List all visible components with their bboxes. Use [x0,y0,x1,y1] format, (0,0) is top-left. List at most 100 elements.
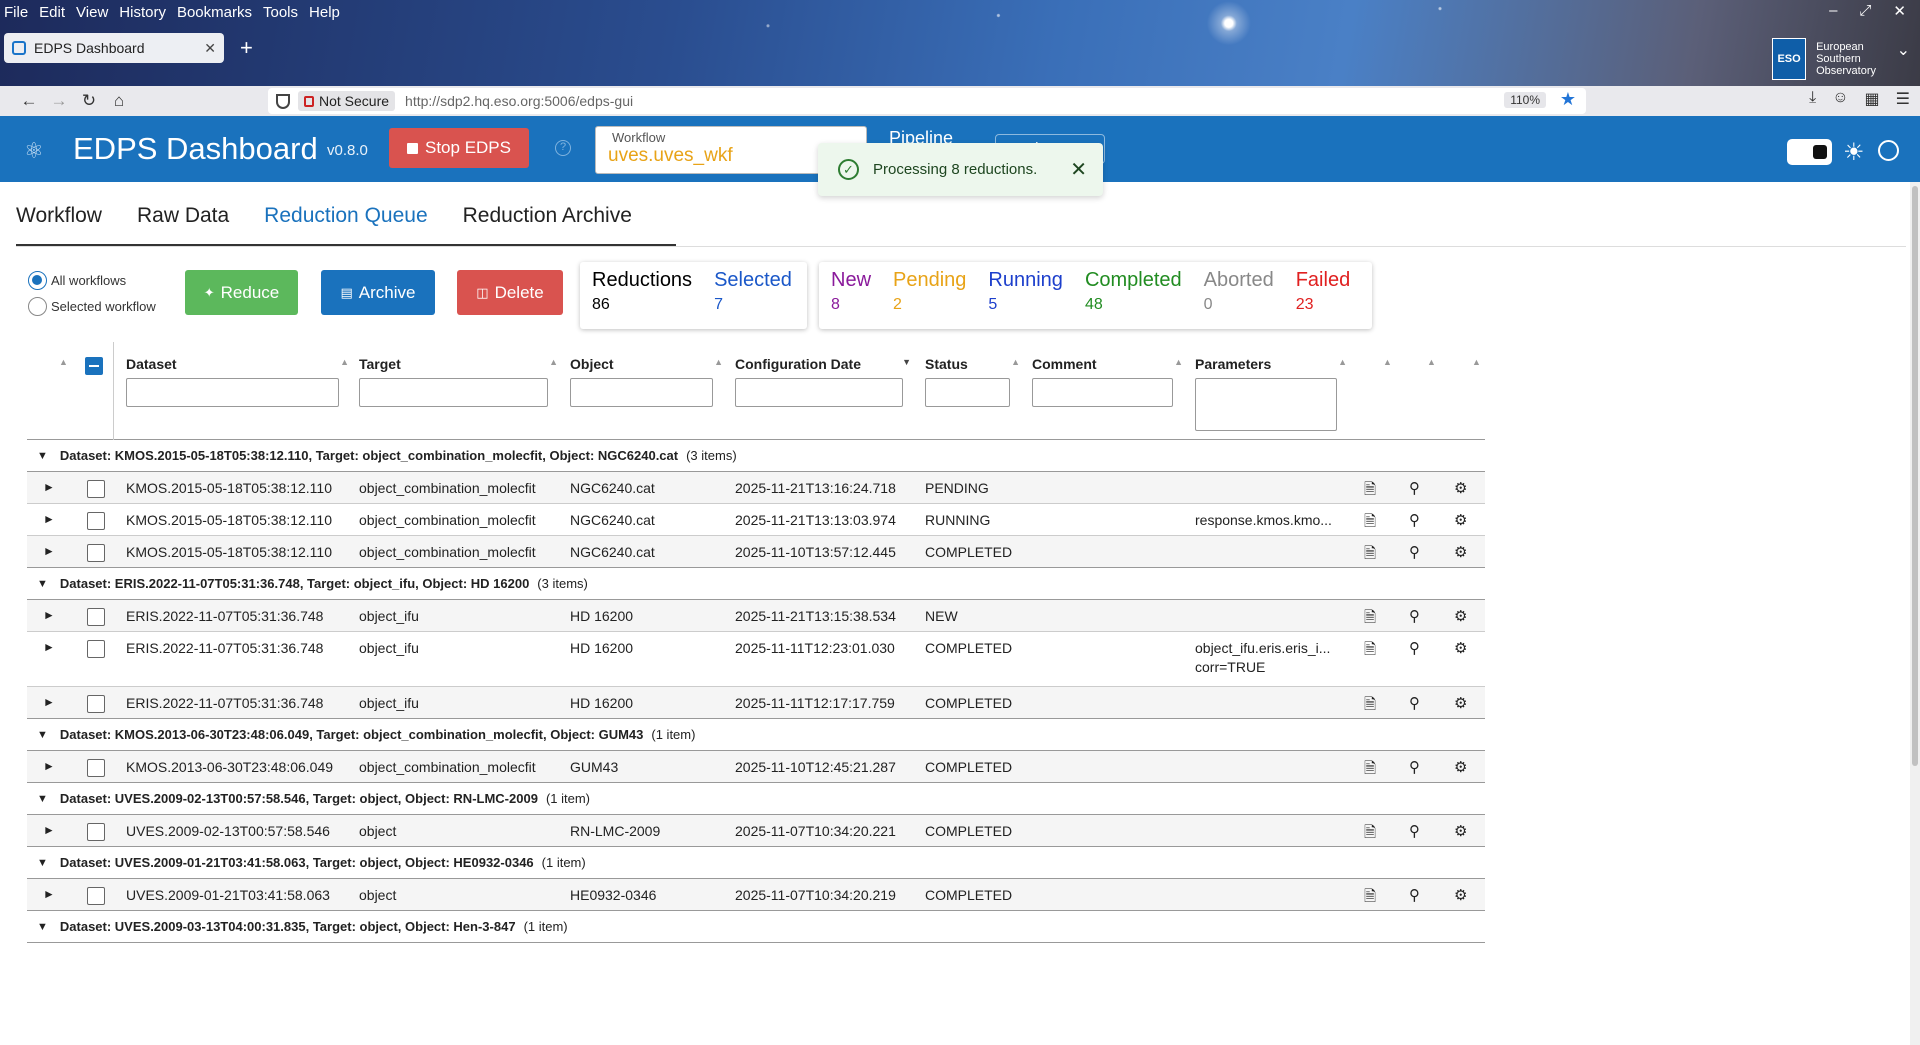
row-checkbox[interactable] [87,544,105,562]
expand-row-icon[interactable]: ► [43,695,55,709]
theme-toggle[interactable] [1787,139,1832,165]
table-row[interactable]: ► UVES.2009-02-13T00:57:58.546 object RN… [27,815,1485,847]
search-icon[interactable]: ⚲ [1409,512,1420,529]
extensions-icon[interactable]: ▦ [1864,91,1880,108]
expand-row-icon[interactable]: ► [43,640,55,654]
restore-icon[interactable]: ⤢ [1859,2,1872,19]
log-file-icon[interactable]: 🗎 [1364,824,1377,841]
table-row[interactable]: ► ERIS.2022-11-07T05:31:36.748 object_if… [27,632,1485,687]
sort-desc-icon[interactable]: ▼ [902,357,911,367]
group-header[interactable]: ▼ Dataset: UVES.2009-01-21T03:41:58.063,… [27,847,1485,879]
target-filter-input[interactable] [359,378,548,407]
sort-arrow-icon[interactable]: ▲ [59,357,68,367]
search-icon[interactable]: ⚲ [1409,480,1420,497]
col-parameters-title[interactable]: Parameters [1195,356,1272,372]
address-bar[interactable]: Not Secure http://sdp2.hq.eso.org:5006/e… [268,88,1586,114]
gear-icon[interactable]: ⚙ [1454,640,1468,657]
stat-failed[interactable]: Failed 23 [1296,269,1350,329]
row-checkbox[interactable] [87,759,105,777]
expand-row-icon[interactable]: ► [43,544,55,558]
menu-file[interactable]: File [4,3,29,21]
gear-icon[interactable]: ⚙ [1454,823,1468,840]
gear-icon[interactable]: ⚙ [1454,608,1468,625]
home-icon[interactable]: ⌂ [113,91,125,110]
table-row[interactable]: ► KMOS.2015-05-18T05:38:12.110 object_co… [27,536,1485,568]
group-header[interactable]: ▼ Dataset: UVES.2009-03-13T04:00:31.835,… [27,911,1485,943]
gear-icon[interactable]: ⚙ [1454,512,1468,529]
col-comment-title[interactable]: Comment [1032,356,1097,372]
scrollbar-thumb[interactable] [1912,186,1918,766]
menu-help[interactable]: Help [309,3,340,21]
group-header[interactable]: ▼ Dataset: ERIS.2022-11-07T05:31:36.748,… [27,568,1485,600]
hamburger-menu-icon[interactable]: ☰ [1895,91,1910,108]
group-header[interactable]: ▼ Dataset: KMOS.2013-06-30T23:48:06.049,… [27,719,1485,751]
log-file-icon[interactable]: 🗎 [1364,641,1377,658]
reload-icon[interactable]: ↻ [81,91,97,110]
table-row[interactable]: ► ERIS.2022-11-07T05:31:36.748 object_if… [27,687,1485,719]
gear-icon[interactable]: ⚙ [1454,887,1468,904]
forward-icon[interactable]: → [50,91,68,110]
log-file-icon[interactable]: 🗎 [1364,888,1377,905]
collapse-icon[interactable]: ▼ [37,449,48,462]
row-checkbox[interactable] [87,608,105,626]
reduce-button[interactable]: ✦ Reduce [185,270,298,315]
expand-row-icon[interactable]: ► [43,480,55,494]
menu-edit[interactable]: Edit [39,3,66,21]
sort-arrow-icon[interactable]: ▲ [1011,357,1020,367]
col-config-date-title[interactable]: Configuration Date [735,356,861,372]
sort-arrow-icon[interactable]: ▲ [549,357,558,367]
tab-raw-data[interactable]: Raw Data [136,204,230,227]
sort-arrow-icon[interactable]: ▲ [1383,357,1392,367]
collapse-icon[interactable]: ▼ [37,792,48,805]
collapse-icon[interactable]: ▼ [37,856,48,869]
parameters-filter-input[interactable] [1195,378,1337,431]
list-all-tabs-icon[interactable]: ⌄ [1896,42,1910,59]
expand-row-icon[interactable]: ► [43,823,55,837]
col-object-title[interactable]: Object [570,356,614,372]
download-icon[interactable]: ⤓ [1809,89,1817,106]
close-icon[interactable]: ✕ [1070,159,1087,181]
not-secure-badge[interactable]: Not Secure [298,91,396,111]
log-file-icon[interactable]: 🗎 [1364,481,1377,498]
log-file-icon[interactable]: 🗎 [1364,696,1377,713]
config-date-filter-input[interactable] [735,378,903,407]
group-header[interactable]: ▼ Dataset: KMOS.2015-05-18T05:38:12.110,… [27,440,1485,472]
table-row[interactable]: ► KMOS.2015-05-18T05:38:12.110 object_co… [27,504,1485,536]
radio-all-workflows[interactable]: All workflows [28,267,156,293]
log-file-icon[interactable]: 🗎 [1364,609,1377,626]
group-header[interactable]: ▼ Dataset: UVES.2009-02-13T00:57:58.546,… [27,783,1485,815]
gear-icon[interactable]: ⚙ [1454,544,1468,561]
expand-row-icon[interactable]: ► [43,608,55,622]
sort-arrow-icon[interactable]: ▲ [1338,357,1347,367]
expand-row-icon[interactable]: ► [43,512,55,526]
row-checkbox[interactable] [87,480,105,498]
row-checkbox[interactable] [87,823,105,841]
row-checkbox[interactable] [87,640,105,658]
gear-icon[interactable]: ⚙ [1454,759,1468,776]
search-icon[interactable]: ⚲ [1409,640,1420,657]
sort-arrow-icon[interactable]: ▲ [1174,357,1183,367]
row-checkbox[interactable] [87,512,105,530]
gear-icon[interactable]: ⚙ [1454,695,1468,712]
dataset-filter-input[interactable] [126,378,339,407]
table-row[interactable]: ► UVES.2009-01-21T03:41:58.063 object HE… [27,879,1485,911]
object-filter-input[interactable] [570,378,713,407]
tab-workflow[interactable]: Workflow [16,204,102,227]
row-checkbox[interactable] [87,695,105,713]
stat-pending[interactable]: Pending 2 [893,269,966,329]
info-icon[interactable]: ? [555,140,571,156]
status-filter-input[interactable] [925,378,1010,407]
shield-icon[interactable] [276,93,290,109]
radio-selected-workflow-dot[interactable] [28,296,47,316]
zoom-level[interactable]: 110% [1504,92,1546,108]
search-icon[interactable]: ⚲ [1409,823,1420,840]
stat-new[interactable]: New 8 [831,269,871,329]
search-icon[interactable]: ⚲ [1409,887,1420,904]
stat-running[interactable]: Running 5 [988,269,1063,329]
log-file-icon[interactable]: 🗎 [1364,513,1377,530]
col-target-title[interactable]: Target [359,356,401,372]
back-icon[interactable]: ← [20,91,38,110]
gear-icon[interactable]: ⚙ [1454,480,1468,497]
search-icon[interactable]: ⚲ [1409,544,1420,561]
sort-arrow-icon[interactable]: ▲ [1427,357,1436,367]
